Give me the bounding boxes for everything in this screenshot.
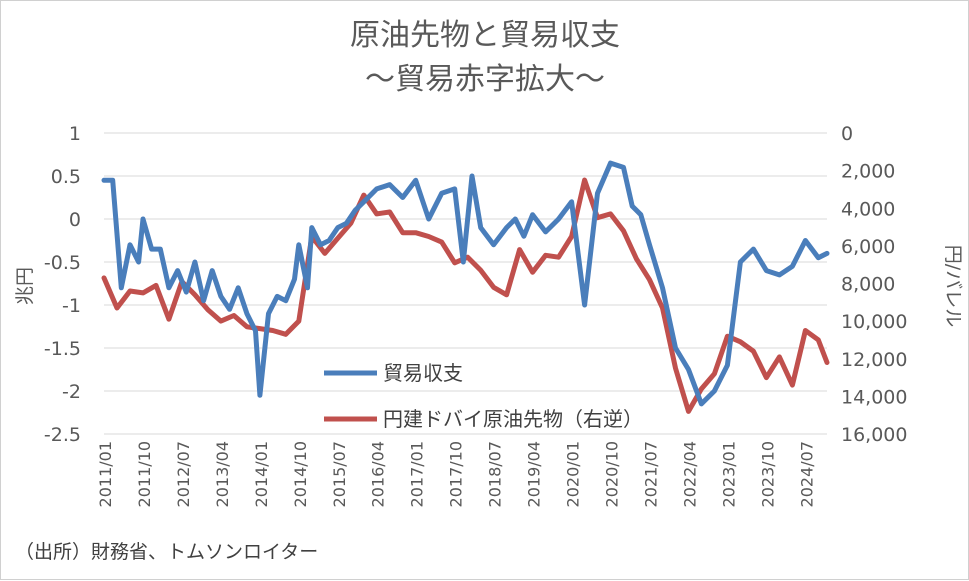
legend: 貿易収支 円建ドバイ原油先物（右逆） [324,361,643,431]
left-tick-label: 0 [69,209,81,231]
right-axis-ticks: 0 2,000 4,000 6,000 8,000 10,000 12,000 14,000 1… [841,123,907,446]
right-tick-label: 14,000 [841,386,907,408]
right-tick-label: 10,000 [841,311,907,333]
x-tick-label: 2016/04 [369,441,388,507]
gridlines [104,133,827,434]
legend-label-trade-balance: 貿易収支 [383,361,463,385]
source-note: （出所）財務省、トムソンロイター [15,541,318,563]
x-tick-label: 2022/04 [680,441,699,507]
x-axis-ticks: 2011/01 2011/10 2012/07 2013/04 2014/01 2014/… [96,441,816,507]
right-tick-label: 2,000 [841,161,895,183]
x-tick-label: 2021/07 [641,441,660,507]
x-tick-label: 2020/10 [603,441,622,507]
x-tick-label: 2018/07 [486,441,505,507]
right-axis-label: 円/バレル [942,245,964,327]
right-tick-label: 4,000 [841,198,895,220]
x-tick-label: 2015/07 [330,441,349,507]
left-tick-label: 0.5 [51,166,81,188]
legend-label-oil-futures: 円建ドバイ原油先物（右逆） [383,407,643,431]
right-tick-label: 0 [841,123,853,145]
right-tick-label: 16,000 [841,424,907,446]
chart-title: 原油先物と貿易収支 [350,18,620,53]
left-tick-label: -0.5 [44,252,81,274]
left-tick-label: 1 [69,123,81,145]
left-axis-ticks: 1 0.5 0 -0.5 -1 -1.5 -2 -2.5 [44,123,81,446]
x-tick-label: 2011/01 [96,441,115,507]
x-tick-label: 2017/01 [408,441,427,507]
chart-subtitle: ～貿易赤字拡大～ [365,62,605,97]
left-tick-label: -2 [62,381,81,403]
x-tick-label: 2013/04 [213,441,232,507]
x-tick-label: 2014/10 [291,441,310,507]
x-tick-label: 2019/04 [525,441,544,507]
left-tick-label: -1.5 [44,338,81,360]
x-tick-label: 2017/10 [447,441,466,507]
right-tick-label: 6,000 [841,236,895,258]
left-axis-label: 兆円 [14,267,36,305]
right-tick-label: 12,000 [841,349,907,371]
series-line-oil-futures [104,180,827,411]
x-tick-label: 2024/07 [797,441,816,507]
series-layer [104,163,827,412]
x-tick-label: 2023/10 [758,441,777,507]
x-tick-label: 2012/07 [174,441,193,507]
x-tick-label: 2014/01 [252,441,271,507]
x-tick-label: 2023/01 [719,441,738,507]
x-tick-label: 2011/10 [135,441,154,507]
left-tick-label: -1 [62,295,81,317]
x-tick-label: 2020/01 [564,441,583,507]
left-tick-label: -2.5 [44,424,81,446]
right-tick-label: 8,000 [841,274,895,296]
